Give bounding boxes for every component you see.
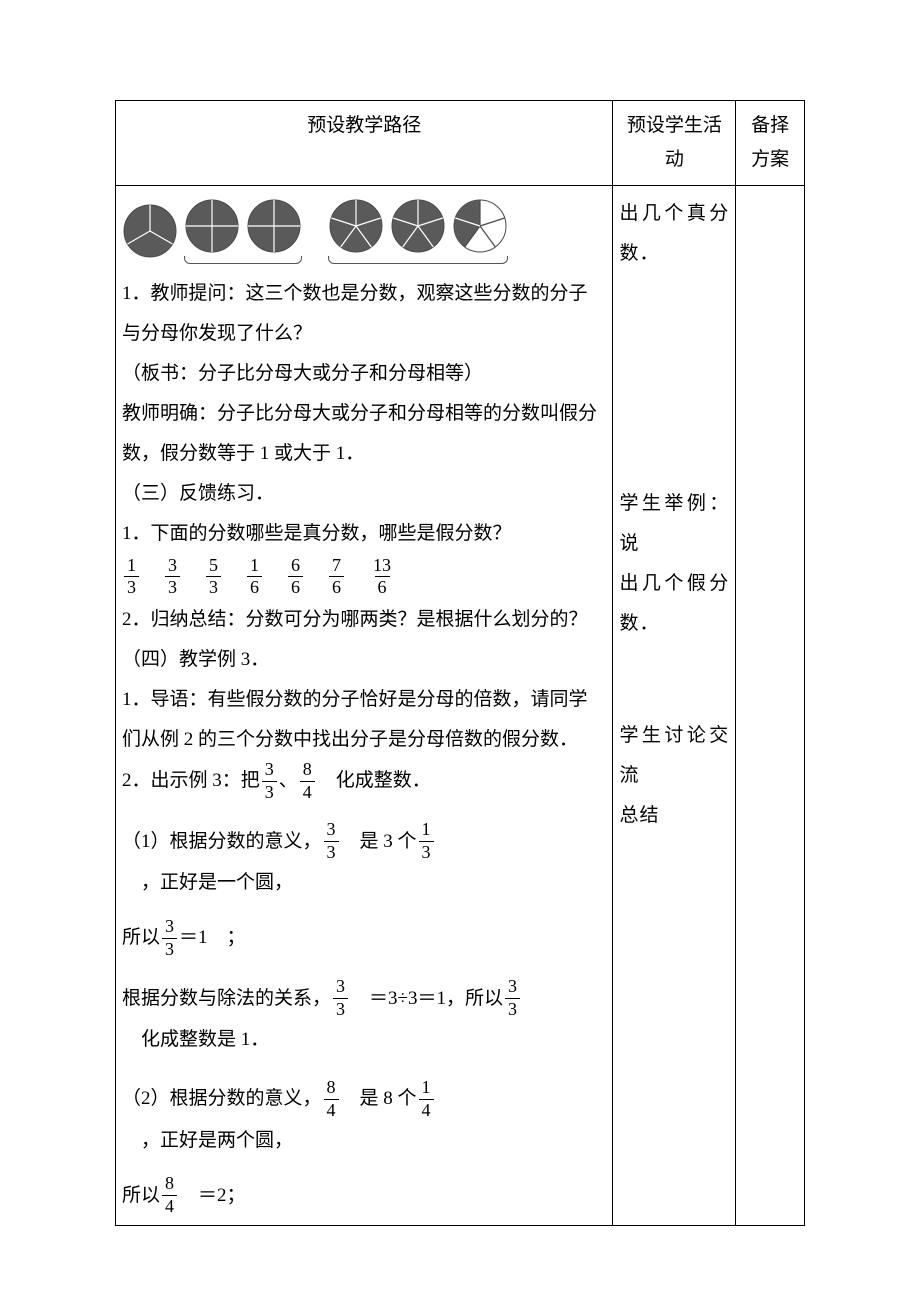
mid-b2-l2: 出几个假分 [619,564,729,604]
fraction-list: 13 33 53 16 66 76 136 [122,554,606,601]
p10c: ，正好是一个圆， [122,863,293,903]
p12b: ＝3÷3＝1，所以 [350,979,503,1019]
mid-block-1: 出几个真分 数． [619,194,729,274]
p8-rest: ：有些假分数的分子恰好是分母的倍数，请同学们从例 2 的三个分数中找出分子是分母… [122,689,588,750]
header-right: 备择方案 [736,101,805,186]
page: 预设教学路径 预设学生活动 备择方案 [0,0,920,1302]
para-6: 2．归纳总结：分数可分为哪两类？是根据什么划分的？ [122,600,606,640]
p9a: 2．出示例 3：把 [122,761,260,801]
fraction: 33 [505,977,520,1020]
header-mid: 预设学生活动 [613,101,736,186]
para-10: （1）根据分数的意义， 33 是 3 个 13 ，正好是一个圆， [122,820,606,902]
p11-eq: ＝1 [179,918,208,958]
para-13: （2）根据分数的意义， 84 是 8 个 14 ，正好是两个圆， [122,1078,606,1160]
para-5: 1．下面的分数哪些是真分数，哪些是假分数？ [122,514,606,554]
para-7: （四）教学例 3． [122,640,606,680]
fraction: 66 [288,556,303,599]
header-row: 预设教学路径 预设学生活动 备择方案 [116,101,805,186]
pie-5-full-icon [390,198,446,254]
student-activity-cell: 出几个真分 数． 学生举例：说 出几个假分 数． 学生讨论交 流 总结 [613,186,736,1226]
fraction: 16 [247,556,262,599]
para-3: 教师明确：分子比分母大或分子和分母相等的分数叫假分数，假分数等于 1 或大于 1… [122,394,606,474]
pie-3-full-icon [122,203,178,259]
fraction: 53 [206,556,221,599]
header-left: 预设教学路径 [116,101,613,186]
fraction: 76 [329,556,344,599]
fraction: 13 [419,820,434,863]
p9-sep: 、 [279,761,298,801]
p12c: 化成整数是 1． [122,1020,269,1060]
pie-4-full-icon [184,198,240,254]
p12a: 根据分数与除法的关系， [122,979,331,1019]
p6-rest: ：分数可分为哪两类？是根据什么划分的？ [227,609,588,630]
para-1: 1．教师提问：这三个数也是分数，观察这些分数的分子与分母你发现了什么？ [122,274,606,354]
fraction: 13 [124,556,139,599]
fraction: 33 [324,820,339,863]
fraction: 14 [419,1078,434,1121]
pie-5-full-icon [328,198,384,254]
para-4: （三）反馈练习． [122,474,606,514]
fraction: 33 [165,556,180,599]
mid-b3-l3: 总结 [619,796,729,836]
fraction: 84 [324,1078,339,1121]
mid-b3-l2: 流 [619,756,729,796]
mid-block-3: 学生讨论交 流 总结 [619,716,729,836]
brace-icon [184,256,302,264]
fraction: 33 [333,977,348,1020]
circle-diagrams [122,194,606,274]
pie-4-full-icon [246,198,302,254]
mid-b1-l2: 数． [619,234,729,274]
p8-prefix: 1．导语 [122,689,189,710]
p14a: 所以 [122,1176,160,1216]
p11a: 所以 [122,918,160,958]
fraction: 33 [262,760,277,803]
para-14: 所以 84 ＝2； [122,1174,606,1217]
fraction: 33 [162,917,177,960]
body-row: 1．教师提问：这三个数也是分数，观察这些分数的分子与分母你发现了什么？ （板书：… [116,186,805,1226]
fraction: 84 [162,1174,177,1217]
lesson-plan-table: 预设教学路径 预设学生活动 备择方案 [115,100,805,1226]
para-2: （板书：分子比分母大或分子和分母相等） [122,354,606,394]
p10b: 是 3 个 [341,822,417,862]
mid-b3-l1: 学生讨论交 [619,716,729,756]
para-9: 2．出示例 3：把 33 、 84 化成整数． [122,760,606,803]
p1-prefix: 1．教师提问 [122,283,227,304]
alternative-plan-cell [736,186,805,1226]
mid-b1-l1: 出几个真分 [619,194,729,234]
teaching-path-cell: 1．教师提问：这三个数也是分数，观察这些分数的分子与分母你发现了什么？ （板书：… [116,186,613,1226]
mid-b2-l3: 数． [619,604,729,644]
p13a: （2）根据分数的意义， [122,1079,322,1119]
para-11: 所以 33 ＝1 ； [122,917,606,960]
mid-block-2: 学生举例：说 出几个假分 数． [619,484,729,644]
p6-prefix: 2．归纳总结 [122,609,227,630]
brace-icon [328,256,508,264]
p10a: （1）根据分数的意义， [122,822,322,862]
p14b: ＝2； [179,1176,246,1216]
p13b: 是 8 个 [341,1079,417,1119]
p11b: ； [208,918,246,958]
pie-group-4 [184,198,302,264]
fraction: 136 [370,556,394,599]
pie-5-partial-icon [452,198,508,254]
mid-b2-l1: 学生举例：说 [619,484,729,564]
fraction: 84 [300,760,315,803]
p9b: 化成整数． [317,761,431,801]
pie-group-5 [328,198,508,264]
p13c: ，正好是两个圆， [122,1121,293,1161]
para-8: 1．导语：有些假分数的分子恰好是分母的倍数，请同学们从例 2 的三个分数中找出分… [122,680,606,760]
para-12: 根据分数与除法的关系， 33 ＝3÷3＝1，所以 33 化成整数是 1． [122,977,606,1059]
